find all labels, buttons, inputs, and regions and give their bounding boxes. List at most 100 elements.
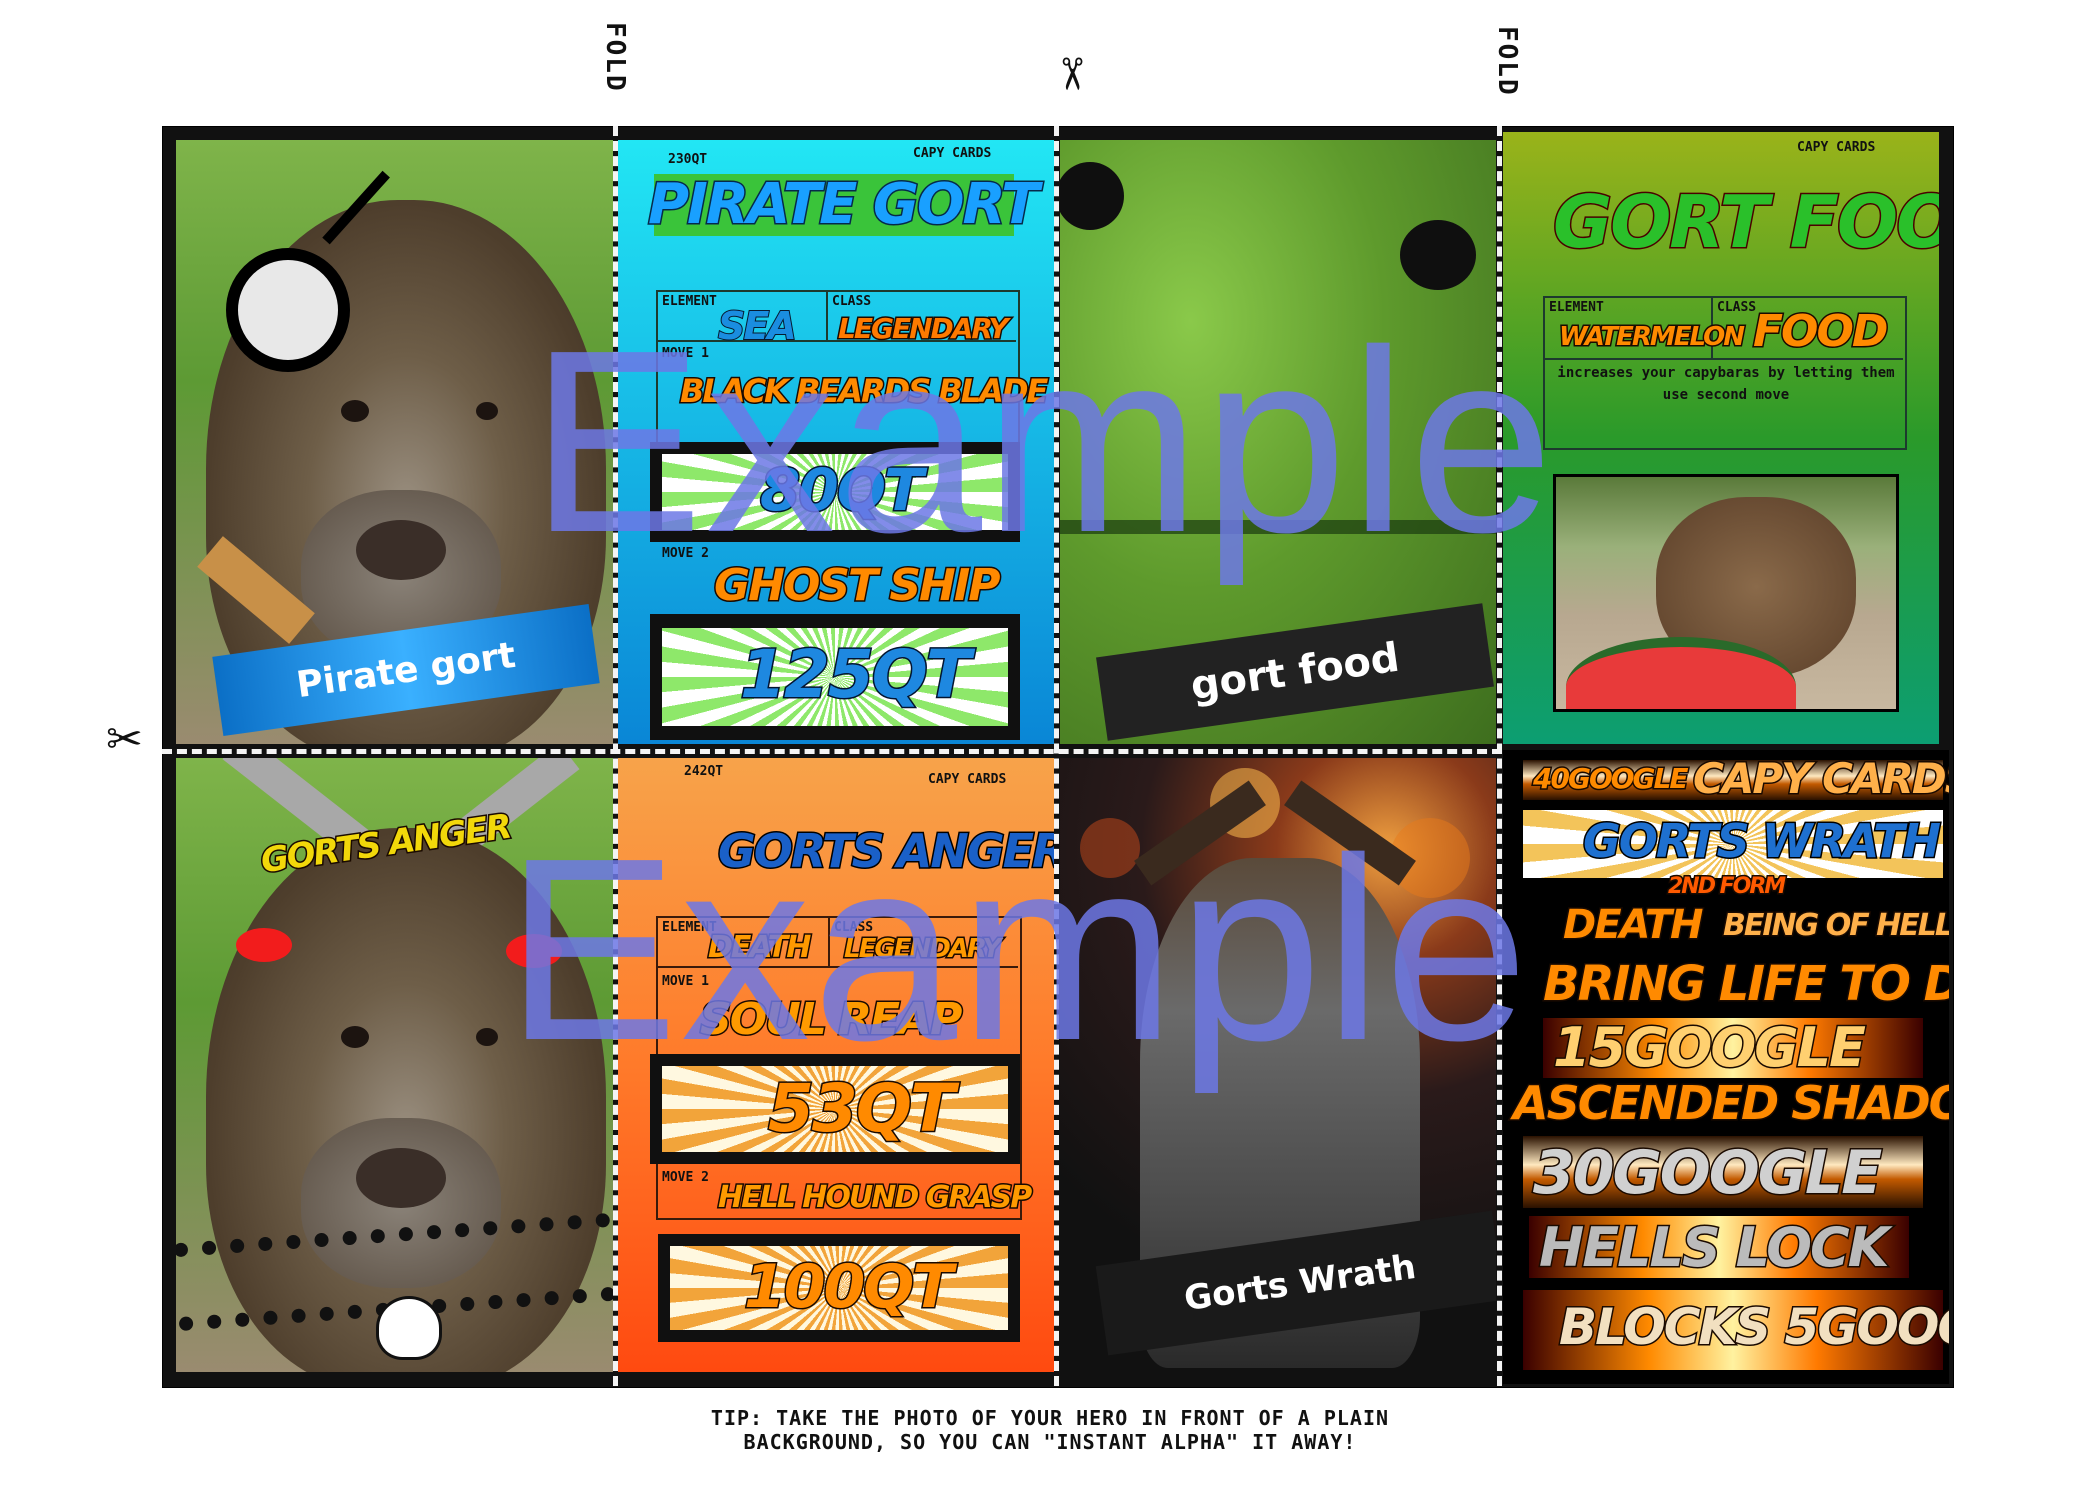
move2-value-strip — [1523, 1136, 1923, 1208]
card-brand: CAPY CARDS — [913, 146, 992, 161]
card-title: GORTS ANGER — [716, 823, 1054, 880]
card-pirate-back: 230QT CAPY CARDS PIRATE GORT ELEMENT CLA… — [618, 140, 1054, 744]
card-name: Gorts Wrath — [1181, 1246, 1419, 1320]
stat-divider — [828, 916, 830, 966]
card-description: increases your capybaras by letting them… — [1557, 365, 1895, 403]
capybara-eye — [341, 1026, 369, 1048]
fold-label-left: FOLD — [600, 22, 630, 93]
stat-divider — [1711, 296, 1713, 358]
move2-burst — [670, 1246, 1008, 1330]
element-label: ELEMENT — [1549, 300, 1604, 315]
card-title: GORT FOOD — [1551, 179, 1939, 266]
class-label: CLASS — [1717, 300, 1757, 315]
card-brand: CAPY CARDS — [1797, 140, 1876, 155]
card-anger-back: 242QT CAPY CARDS GORTS ANGER ELEMENT CLA… — [618, 758, 1054, 1372]
class-label: CLASS — [832, 294, 872, 309]
title-strip — [1523, 810, 1943, 878]
capybara-nose — [356, 520, 446, 580]
fold-line-right — [1497, 126, 1502, 1386]
element-value: DEATH — [1561, 901, 1704, 950]
stat-box — [1543, 296, 1907, 450]
move1-label: MOVE 1 — [662, 346, 709, 361]
move2-label: MOVE 2 — [662, 1170, 709, 1185]
card-name: gort food — [1187, 634, 1403, 710]
stat-divider — [826, 290, 828, 340]
card-food-back: CAPY CARDS GORT FOOD ELEMENT CLASS WATER… — [1503, 132, 1939, 744]
move2-label: MOVE 2 — [662, 546, 709, 561]
element-value: WATERMELON — [1557, 321, 1746, 354]
tip-line-2: BACKGROUND, SO YOU CAN "INSTANT ALPHA" I… — [743, 1430, 1357, 1454]
scissors-icon: ✂ — [1045, 55, 1097, 93]
capybara-eye — [476, 1028, 498, 1046]
class-value: LEGENDARY — [842, 933, 1002, 966]
fold-line-left — [613, 126, 618, 1386]
move2-value: 100QT — [742, 1251, 954, 1324]
capybara-eye — [341, 400, 369, 422]
card-brand: CAPY CARDS — [928, 772, 1007, 787]
move2-value-box: 100QT — [658, 1234, 1020, 1342]
watermelon-seed-icon — [1060, 162, 1124, 230]
move2-burst — [662, 628, 1008, 726]
move3-value: BLOCKS 5GOOGLE — [1557, 1297, 1949, 1358]
move2-value: 125QT — [739, 635, 973, 715]
watermelon-seed-icon — [1400, 220, 1476, 290]
move2-name: ASCENDED SHADOW — [1511, 1075, 1949, 1132]
move3-value-strip — [1523, 1290, 1943, 1370]
watermark-top: Example — [530, 297, 1556, 587]
card-name-banner: gort food — [1096, 603, 1494, 741]
element-value: SEA — [717, 303, 798, 349]
class-value: FOOD — [1751, 305, 1889, 359]
tip-text: TIP: TAKE THE PHOTO OF YOUR HERO IN FRON… — [600, 1406, 1500, 1454]
stat-divider — [656, 966, 1018, 968]
move1-value: 80QT — [759, 455, 926, 526]
move1-value-box: 53QT — [650, 1054, 1020, 1164]
move1-burst — [662, 454, 1008, 530]
skull-icon — [376, 1296, 442, 1360]
move2-value-box: 125QT — [650, 614, 1020, 740]
element-value: DEATH — [706, 929, 812, 967]
move2-value: 30GOOGLE — [1531, 1137, 1883, 1210]
move1-burst — [662, 1066, 1008, 1152]
move3-name-strip — [1529, 1216, 1909, 1278]
card-cost: 230QT — [668, 152, 708, 167]
red-ear-icon — [236, 928, 292, 962]
title-bg — [654, 174, 1014, 236]
watermark-bottom: Example — [505, 805, 1531, 1095]
move1-name: BRING LIFE TO DEATH — [1542, 955, 1949, 1014]
card-pirate-front: Pirate gort — [176, 140, 613, 744]
stat-divider — [1543, 358, 1903, 360]
card-food-front: gort food — [1060, 140, 1496, 744]
element-label: ELEMENT — [662, 294, 717, 309]
move3-name: HELLS LOCK — [1537, 1215, 1890, 1281]
eyepatch-icon — [226, 248, 350, 372]
cut-line-horizontal — [162, 749, 1502, 754]
element-label: ELEMENT — [662, 920, 717, 935]
move1-label: MOVE 1 — [662, 974, 709, 989]
move1-value-strip — [1543, 1018, 1923, 1078]
card-title: PIRATE GORT — [646, 171, 1040, 239]
card-anger-front: GORTS ANGER — [176, 758, 613, 1372]
rind-stripe — [1060, 520, 1496, 534]
class-label: CLASS — [834, 920, 874, 935]
red-ear-icon — [506, 934, 562, 968]
card-name: Pirate gort — [294, 634, 518, 706]
header-strip — [1523, 760, 1943, 800]
watermelon-slice — [1566, 637, 1796, 709]
capybara-nose — [356, 1148, 446, 1208]
move1-value-box: 80QT — [650, 442, 1020, 542]
fold-label-right: FOLD — [1492, 26, 1522, 97]
card-title: GORTS WRATH — [1582, 813, 1943, 870]
move2-name: GHOST SHIP — [713, 559, 1002, 613]
bokeh-light — [1080, 818, 1140, 878]
capybara-eye — [476, 402, 498, 420]
scissors-icon: ✂ — [106, 714, 143, 765]
cut-line-center — [1054, 126, 1059, 1386]
card-wrath-front: Gorts Wrath — [1060, 758, 1496, 1372]
card-brand: CAPY CARDS — [1692, 753, 1949, 805]
card-cost: 40GOOGLE — [1532, 761, 1690, 797]
stat-divider — [656, 340, 1016, 342]
move1-name: SOUL REAP — [698, 993, 963, 1047]
card-subtitle: 2ND FORM — [1666, 873, 1787, 901]
tip-line-1: TIP: TAKE THE PHOTO OF YOUR HERO IN FRON… — [710, 1406, 1390, 1430]
class-value: BEING OF HELL — [1722, 907, 1949, 945]
